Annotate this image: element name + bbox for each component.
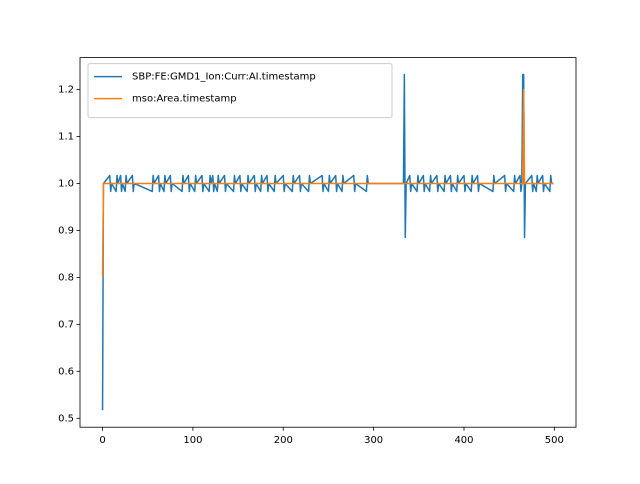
y-tick-label: 0.5	[58, 413, 74, 424]
x-tick-label: 100	[183, 435, 202, 446]
x-tick-label: 400	[454, 435, 473, 446]
legend-box	[87, 63, 393, 119]
y-tick-label: 1.1	[58, 131, 74, 142]
series-line	[101, 88, 554, 278]
legend-label: SBP:FE:GMD1_Ion:Curr:AI.timestamp	[132, 72, 316, 83]
series-line	[101, 73, 554, 411]
x-tick-label: 300	[364, 435, 383, 446]
y-tick-label: 0.8	[58, 272, 74, 283]
y-tick-label: 0.7	[58, 319, 74, 330]
y-tick-label: 1.2	[58, 85, 74, 96]
x-tick-label: 200	[274, 435, 293, 446]
x-tick-label: 500	[545, 435, 564, 446]
y-tick-label: 1.0	[58, 178, 74, 189]
x-tick-label: 0	[99, 435, 105, 446]
y-tick-label: 0.9	[58, 225, 74, 236]
legend-label: mso:Area.timestamp	[132, 94, 237, 105]
y-tick-label: 0.6	[58, 366, 74, 377]
axes-frame	[79, 57, 577, 428]
